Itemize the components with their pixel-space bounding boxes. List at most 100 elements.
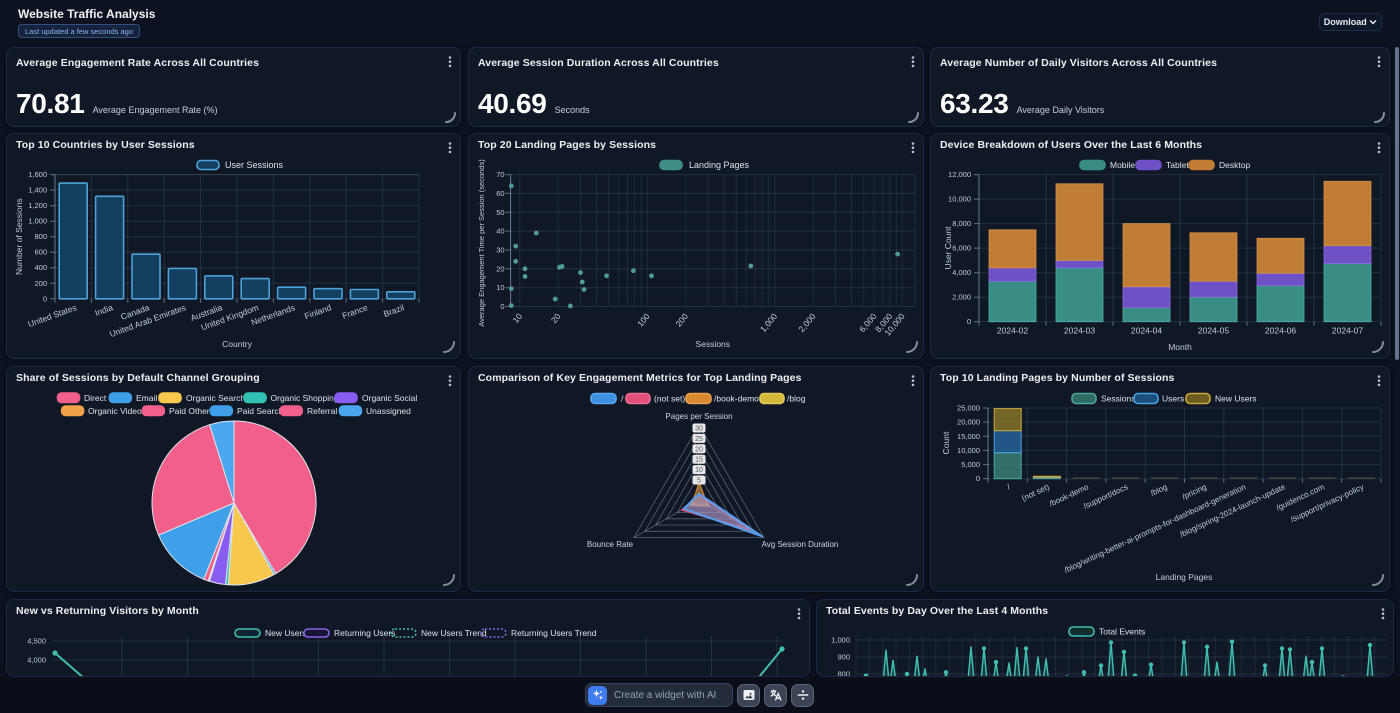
- svg-text:4,000: 4,000: [27, 656, 46, 665]
- svg-text:Organic Shopping: Organic Shopping: [271, 393, 339, 403]
- svg-text:6,000: 6,000: [952, 244, 971, 253]
- svg-text:20: 20: [695, 446, 703, 453]
- svg-text:Sessions: Sessions: [696, 339, 731, 349]
- svg-text:900: 900: [837, 653, 850, 662]
- svg-text:25,000: 25,000: [957, 404, 980, 413]
- svg-text:2024-02: 2024-02: [997, 326, 1028, 336]
- svg-text:United States: United States: [27, 302, 78, 329]
- svg-text:Direct: Direct: [84, 393, 107, 403]
- svg-text:2,000: 2,000: [796, 311, 818, 334]
- svg-text:2024-05: 2024-05: [1198, 326, 1229, 336]
- svg-text:30: 30: [695, 426, 703, 433]
- svg-text:100: 100: [635, 311, 652, 329]
- svg-text:(not set): (not set): [1020, 482, 1051, 503]
- svg-text:User Count: User Count: [943, 226, 953, 270]
- svg-text:Landing Pages: Landing Pages: [689, 160, 750, 170]
- svg-text:/support/docs: /support/docs: [1082, 482, 1129, 510]
- svg-text:India: India: [94, 302, 115, 318]
- svg-text:0: 0: [967, 317, 971, 326]
- svg-text:800: 800: [837, 670, 850, 678]
- svg-text:0: 0: [976, 474, 980, 483]
- svg-text:25: 25: [695, 436, 703, 443]
- svg-text:20: 20: [496, 264, 504, 273]
- svg-text:15: 15: [695, 457, 703, 464]
- svg-text:France: France: [341, 302, 370, 321]
- svg-text:800: 800: [34, 232, 47, 241]
- svg-text:10,000: 10,000: [957, 446, 980, 455]
- svg-text:Desktop: Desktop: [1219, 160, 1250, 170]
- svg-text:600: 600: [34, 248, 47, 257]
- svg-text:Organic Video: Organic Video: [88, 406, 142, 416]
- svg-text:0: 0: [43, 294, 47, 303]
- svg-text:Avg Session Duration: Avg Session Duration: [762, 540, 839, 549]
- svg-text:Pages per Session: Pages per Session: [665, 412, 732, 421]
- svg-text:Paid Search: Paid Search: [237, 406, 284, 416]
- svg-text:2024-03: 2024-03: [1064, 326, 1095, 336]
- svg-text:/pricing: /pricing: [1181, 482, 1208, 501]
- svg-text:10,000: 10,000: [948, 195, 971, 204]
- svg-text:/support/privacy-policy: /support/privacy-policy: [1289, 482, 1365, 524]
- svg-text:10: 10: [695, 467, 703, 474]
- svg-text:0: 0: [500, 302, 504, 311]
- svg-text:1,400: 1,400: [28, 186, 47, 195]
- svg-text:Email: Email: [136, 393, 157, 403]
- svg-text:5,000: 5,000: [961, 460, 980, 469]
- svg-text:200: 200: [673, 311, 690, 329]
- svg-text:15,000: 15,000: [957, 432, 980, 441]
- svg-text:2024-06: 2024-06: [1265, 326, 1296, 336]
- svg-text:New Users: New Users: [1215, 394, 1257, 404]
- svg-text:Referral: Referral: [307, 406, 337, 416]
- svg-text:Organic Social: Organic Social: [362, 393, 417, 403]
- svg-text:Returning Users Trend: Returning Users Trend: [511, 628, 597, 638]
- svg-text:/blog: /blog: [1149, 482, 1169, 497]
- svg-text:200: 200: [34, 279, 47, 288]
- svg-text:/blog: /blog: [787, 394, 806, 404]
- svg-text:1,200: 1,200: [28, 201, 47, 210]
- svg-text:Sessions: Sessions: [1101, 394, 1136, 404]
- svg-text:40: 40: [496, 227, 504, 236]
- svg-text:Month: Month: [1168, 342, 1192, 352]
- svg-text:Count: Count: [941, 431, 951, 454]
- svg-text:/book-demo: /book-demo: [714, 394, 759, 404]
- svg-text:10: 10: [510, 311, 524, 325]
- svg-text:Landing Pages: Landing Pages: [1156, 572, 1213, 582]
- svg-text:New Users Trend: New Users Trend: [421, 628, 487, 638]
- svg-text:1,000: 1,000: [758, 311, 780, 334]
- svg-text:Organic Search: Organic Search: [186, 393, 245, 403]
- svg-text:Country: Country: [222, 339, 253, 349]
- svg-text:Tablet: Tablet: [1166, 160, 1189, 170]
- svg-text:20: 20: [549, 311, 563, 325]
- svg-text:1,600: 1,600: [28, 170, 47, 179]
- svg-text:(not set): (not set): [654, 394, 685, 404]
- svg-text:Returning Users: Returning Users: [334, 628, 395, 638]
- svg-text:2024-07: 2024-07: [1332, 326, 1363, 336]
- svg-text:50: 50: [496, 208, 504, 217]
- svg-text:10: 10: [496, 283, 504, 292]
- svg-text:Unassigned: Unassigned: [366, 406, 411, 416]
- svg-text:12,000: 12,000: [948, 170, 971, 179]
- svg-text:2,000: 2,000: [952, 293, 971, 302]
- svg-text:/: /: [621, 394, 624, 404]
- svg-text:70: 70: [496, 170, 504, 179]
- svg-text:60: 60: [496, 189, 504, 198]
- svg-text:2024-04: 2024-04: [1131, 326, 1162, 336]
- svg-text:User Sessions: User Sessions: [225, 160, 284, 170]
- svg-text:New Users: New Users: [265, 628, 307, 638]
- svg-text:Brazil: Brazil: [382, 302, 405, 319]
- svg-text:1,000: 1,000: [28, 217, 47, 226]
- svg-text:4,500: 4,500: [27, 637, 46, 646]
- svg-text:Average Engagement Time per Se: Average Engagement Time per Session (sec…: [477, 159, 486, 327]
- svg-text:Paid Other: Paid Other: [169, 406, 210, 416]
- svg-text:Finland: Finland: [303, 302, 333, 321]
- svg-text:5: 5: [697, 478, 701, 485]
- svg-text:30: 30: [496, 246, 504, 255]
- svg-text:Mobile: Mobile: [1110, 160, 1135, 170]
- svg-text:/: /: [1006, 482, 1013, 491]
- svg-text:8,000: 8,000: [952, 219, 971, 228]
- svg-text:Total Events: Total Events: [1099, 627, 1145, 637]
- svg-text:4,000: 4,000: [952, 268, 971, 277]
- svg-text:20,000: 20,000: [957, 418, 980, 427]
- svg-text:Bounce Rate: Bounce Rate: [587, 540, 634, 549]
- svg-text:1,000: 1,000: [831, 636, 850, 645]
- svg-text:400: 400: [34, 263, 47, 272]
